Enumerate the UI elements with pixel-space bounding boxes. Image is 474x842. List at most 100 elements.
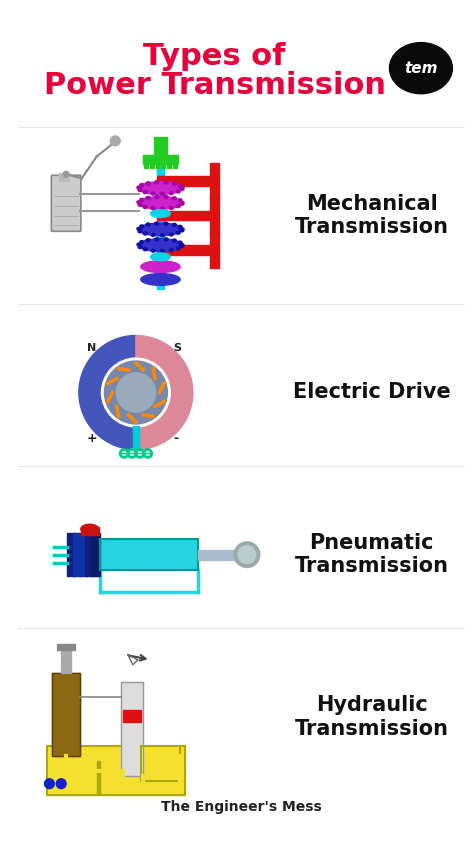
Text: N: N	[87, 344, 96, 353]
Circle shape	[56, 779, 66, 789]
Ellipse shape	[160, 234, 164, 237]
Ellipse shape	[164, 222, 168, 225]
Ellipse shape	[151, 210, 170, 217]
Ellipse shape	[138, 189, 142, 191]
Ellipse shape	[146, 196, 150, 200]
Ellipse shape	[139, 238, 182, 252]
Bar	[133, 426, 139, 450]
Ellipse shape	[137, 243, 141, 246]
Bar	[210, 198, 219, 233]
Ellipse shape	[155, 195, 159, 199]
Bar	[73, 533, 82, 576]
Wedge shape	[101, 358, 136, 427]
Ellipse shape	[81, 525, 99, 534]
Ellipse shape	[143, 248, 147, 251]
Ellipse shape	[151, 233, 155, 237]
Bar	[156, 245, 218, 255]
Text: Mechanical: Mechanical	[306, 194, 438, 214]
Bar	[123, 710, 141, 722]
Ellipse shape	[169, 233, 173, 236]
Ellipse shape	[169, 206, 173, 210]
Text: Electric Drive: Electric Drive	[293, 382, 451, 402]
Bar	[61, 648, 71, 673]
Wedge shape	[136, 335, 193, 450]
Ellipse shape	[178, 199, 182, 202]
Text: S: S	[173, 344, 181, 353]
Text: Pneumatic: Pneumatic	[310, 533, 434, 553]
Bar	[144, 162, 148, 168]
Bar	[91, 533, 100, 576]
Bar	[198, 550, 242, 560]
Bar	[154, 137, 167, 155]
Bar	[47, 746, 185, 796]
Ellipse shape	[180, 188, 184, 190]
Ellipse shape	[173, 223, 176, 226]
Ellipse shape	[146, 182, 150, 184]
Circle shape	[238, 546, 256, 563]
Ellipse shape	[143, 205, 147, 209]
Ellipse shape	[139, 182, 182, 195]
Ellipse shape	[140, 225, 144, 228]
Text: Transmission: Transmission	[295, 557, 449, 577]
Ellipse shape	[178, 226, 182, 228]
Bar	[210, 232, 219, 268]
Ellipse shape	[139, 223, 182, 236]
Ellipse shape	[137, 186, 141, 189]
Ellipse shape	[146, 239, 150, 242]
Bar	[156, 210, 218, 221]
Ellipse shape	[140, 184, 144, 187]
Text: The Engineer's Mess: The Engineer's Mess	[161, 800, 321, 814]
Text: Transmission: Transmission	[295, 718, 449, 738]
Ellipse shape	[151, 192, 155, 195]
Ellipse shape	[180, 202, 184, 205]
Ellipse shape	[151, 207, 155, 210]
Text: Transmission: Transmission	[295, 217, 449, 237]
Bar	[100, 539, 198, 570]
Ellipse shape	[169, 248, 173, 252]
Circle shape	[234, 542, 260, 568]
Ellipse shape	[140, 241, 144, 243]
Ellipse shape	[139, 196, 182, 209]
Wedge shape	[79, 335, 136, 450]
Bar	[100, 539, 198, 570]
Ellipse shape	[178, 184, 182, 187]
Bar	[57, 644, 75, 650]
Ellipse shape	[173, 239, 176, 242]
Ellipse shape	[164, 238, 168, 241]
Bar	[141, 746, 180, 781]
Ellipse shape	[141, 274, 180, 285]
Ellipse shape	[178, 241, 182, 244]
Bar	[141, 746, 180, 781]
Bar	[150, 162, 154, 168]
Ellipse shape	[173, 182, 176, 185]
Ellipse shape	[143, 232, 147, 235]
Bar	[155, 162, 159, 168]
Ellipse shape	[138, 230, 142, 233]
Ellipse shape	[180, 201, 184, 205]
Bar	[85, 533, 94, 576]
Ellipse shape	[151, 249, 155, 252]
Ellipse shape	[137, 200, 141, 204]
Ellipse shape	[180, 228, 184, 231]
Bar	[162, 162, 165, 168]
Ellipse shape	[138, 204, 142, 206]
Ellipse shape	[151, 253, 170, 261]
Ellipse shape	[160, 207, 164, 210]
Ellipse shape	[180, 243, 184, 247]
Bar	[121, 683, 143, 775]
Ellipse shape	[176, 205, 180, 208]
Wedge shape	[136, 358, 170, 427]
Circle shape	[63, 172, 69, 178]
Bar	[143, 155, 178, 164]
Bar	[59, 173, 69, 181]
Circle shape	[45, 779, 55, 789]
Ellipse shape	[137, 227, 141, 231]
Ellipse shape	[173, 197, 176, 200]
FancyBboxPatch shape	[51, 175, 81, 232]
Circle shape	[104, 361, 167, 424]
Text: Hydraulic: Hydraulic	[316, 695, 428, 715]
Bar	[79, 533, 88, 576]
Text: tem: tem	[404, 61, 438, 76]
Bar	[167, 162, 171, 168]
Bar	[81, 527, 99, 535]
